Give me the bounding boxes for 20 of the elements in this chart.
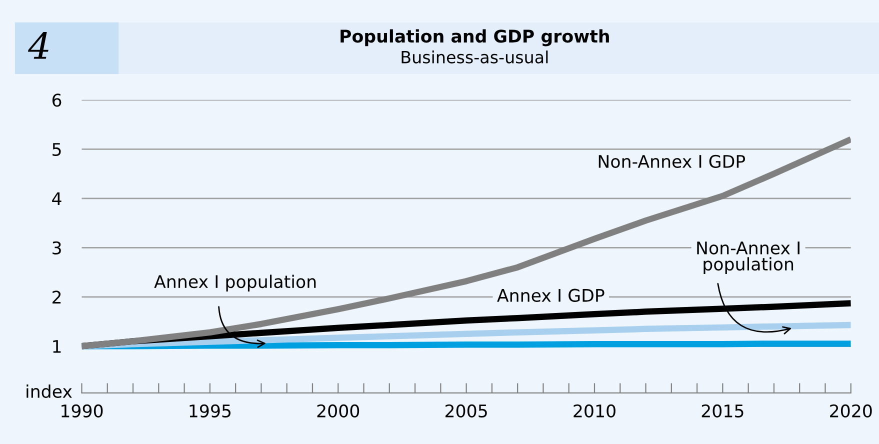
series-label: Non-Annex I GDP [598,154,746,168]
x-tick-label: 2000 [317,404,360,418]
y-tick-label: 5 [52,143,61,156]
y-tick-label: 4 [52,192,62,205]
chart-subtitle: Business-as-usual [402,50,548,64]
x-tick-label: 1995 [190,404,231,418]
text: Non-Annex I population [697,242,800,274]
x-tick-label: 2015 [702,404,744,418]
series-label: Annex I GDP [497,288,604,302]
y-tick-label: 6 [52,94,62,107]
y-tick-label: 1 [53,340,61,353]
x-tick-label: 1990 [62,404,103,418]
y-tick-label: 3 [52,241,61,254]
x-tick-label: 2005 [445,404,487,418]
text: Annex I population [154,274,316,292]
x-tick-label: 2010 [574,404,616,418]
chart-title: Population and GDP growth [340,29,609,46]
y-axis-title: index [26,384,72,398]
y-tick-label: 2 [52,290,61,304]
x-tick-label: 2020 [830,404,872,418]
